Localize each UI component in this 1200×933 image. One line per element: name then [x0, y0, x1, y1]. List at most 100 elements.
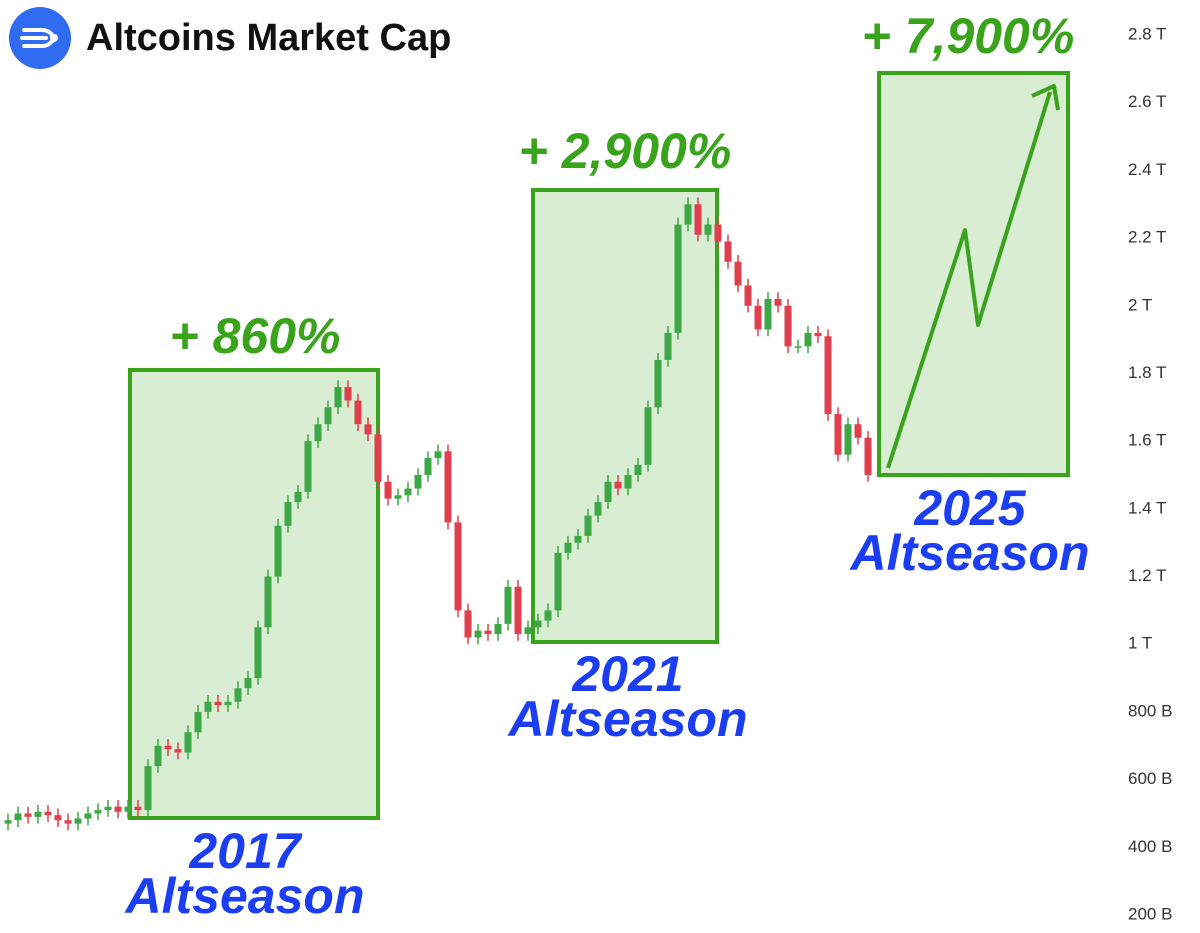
candle-body — [444, 451, 452, 523]
candle-body — [124, 806, 132, 812]
candle-body — [794, 346, 802, 348]
candle-body — [704, 224, 712, 235]
candle-body — [594, 502, 602, 516]
candle-body — [4, 820, 12, 824]
candle-body — [474, 630, 482, 638]
candle-body — [714, 224, 722, 242]
candle-body — [224, 701, 232, 706]
candle-body — [724, 241, 732, 262]
candle-body — [694, 204, 702, 235]
candle-body — [184, 732, 192, 753]
candle-body — [304, 441, 312, 492]
candle-body — [684, 204, 692, 225]
candle-body — [104, 806, 112, 811]
candle-body — [604, 481, 612, 503]
candle-body — [64, 820, 72, 824]
candle-body — [204, 701, 212, 712]
candle-body — [554, 552, 562, 611]
projection-arrow — [886, 91, 1052, 469]
candle-body — [244, 678, 252, 689]
logo — [9, 7, 71, 69]
highlight-box — [531, 188, 719, 644]
candle-body — [864, 437, 872, 475]
highlight-box — [128, 368, 380, 820]
candle-body — [404, 488, 412, 496]
candle-body — [384, 481, 392, 499]
y-tick-label: 800 B — [1128, 701, 1172, 720]
gain-label: + 2,900% — [519, 123, 732, 179]
candle-body — [294, 491, 302, 503]
candle-body — [374, 434, 382, 482]
candle-body — [664, 332, 672, 360]
y-tick-label: 2.2 T — [1128, 228, 1166, 247]
season-year: 2021 — [571, 646, 683, 702]
candle-body — [454, 522, 462, 611]
candle-body — [44, 811, 52, 816]
candle-body — [484, 630, 492, 635]
candle-body — [754, 305, 762, 330]
candle-body — [804, 332, 812, 347]
candle-body — [364, 424, 372, 435]
highlight-box — [877, 71, 1070, 477]
candle-body — [434, 451, 442, 459]
candle-body — [424, 458, 432, 475]
y-tick-label: 1 T — [1128, 634, 1152, 653]
candle-body — [394, 495, 402, 499]
candle-body — [194, 711, 202, 733]
season-name: Altseason — [124, 868, 365, 924]
candle-body — [784, 305, 792, 347]
candle-body — [504, 586, 512, 624]
y-tick-label: 600 B — [1128, 769, 1172, 788]
candle-body — [614, 481, 622, 489]
candle-body — [534, 620, 542, 628]
candle-body — [334, 387, 342, 408]
candle-body — [644, 407, 652, 465]
candle-body — [514, 586, 522, 635]
candle-body — [54, 815, 62, 821]
y-tick-label: 1.4 T — [1128, 498, 1166, 517]
candle-body — [234, 688, 242, 702]
candle-body — [844, 424, 852, 455]
candle-body — [524, 627, 532, 635]
season-name: Altseason — [507, 691, 748, 747]
y-tick-label: 1.8 T — [1128, 363, 1166, 382]
candle-body — [574, 535, 582, 543]
candle-body — [254, 627, 262, 679]
candle-body — [564, 542, 572, 553]
candle-body — [494, 623, 502, 635]
candle-body — [544, 610, 552, 621]
season-year: 2025 — [913, 480, 1026, 536]
candle-body — [214, 701, 222, 706]
candle-body — [134, 806, 142, 811]
season-name: Altseason — [849, 525, 1090, 581]
candle-body — [14, 813, 22, 821]
y-tick-label: 1.6 T — [1128, 431, 1166, 450]
y-tick-label: 2.4 T — [1128, 160, 1166, 179]
candle-body — [84, 813, 92, 819]
candle-body — [734, 261, 742, 286]
candle-body — [634, 464, 642, 475]
candle-body — [314, 424, 322, 442]
candle-body — [624, 475, 632, 489]
y-tick-label: 1.2 T — [1128, 566, 1166, 585]
candle-body — [834, 414, 842, 455]
candle-body — [114, 806, 122, 812]
candle-body — [344, 387, 352, 401]
candle-body — [264, 576, 272, 628]
candle-body — [274, 525, 282, 577]
arrow-head — [1031, 84, 1060, 111]
candle-body — [174, 749, 182, 753]
candle-body — [854, 424, 862, 438]
y-tick-label: 2.8 T — [1128, 24, 1166, 43]
season-year: 2017 — [188, 823, 302, 879]
chart-title: Altcoins Market Cap — [86, 17, 451, 59]
candle-body — [824, 336, 832, 415]
y-tick-label: 2 T — [1128, 295, 1152, 314]
y-tick-label: 2.6 T — [1128, 92, 1166, 111]
candle-body — [34, 811, 42, 817]
candle-body — [74, 818, 82, 824]
candle-body — [584, 515, 592, 536]
candle-body — [284, 502, 292, 526]
candle-body — [774, 299, 782, 306]
y-tick-label: 400 B — [1128, 837, 1172, 856]
